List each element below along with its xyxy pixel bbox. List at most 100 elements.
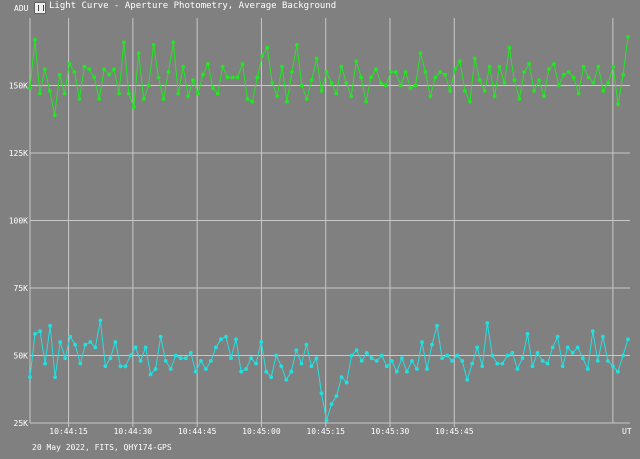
series-1-point: [379, 353, 384, 358]
series-0-point: [482, 89, 487, 93]
series-0-point: [502, 80, 507, 85]
series-0-point: [458, 59, 462, 64]
series-1-point: [344, 380, 349, 385]
series-1-point: [389, 359, 394, 363]
series-1-point: [555, 334, 560, 339]
series-0-point: [354, 59, 359, 64]
series-1-point: [274, 353, 279, 358]
series-0-point: [82, 64, 87, 69]
series-1-point: [259, 340, 264, 344]
series-0-point: [126, 91, 131, 96]
series-1-point: [485, 321, 490, 325]
series-0-point: [507, 45, 512, 50]
series-0-point: [304, 97, 309, 101]
app-logo-icon[interactable]: [34, 2, 46, 14]
series-1-point: [405, 369, 409, 374]
x-axis-label: UT: [622, 427, 632, 436]
series-1-point: [510, 350, 515, 355]
series-0-point: [403, 70, 408, 74]
series-1-point: [294, 348, 299, 352]
y-axis-label: ADU: [14, 4, 29, 13]
series-1-point: [585, 367, 590, 371]
series-1-point: [269, 375, 274, 379]
series-0-point: [191, 78, 196, 82]
series-1-point: [254, 361, 258, 366]
series-1-point: [88, 340, 93, 344]
series-1-point: [540, 359, 545, 363]
series-1-point: [525, 332, 530, 336]
series-1-point: [460, 359, 465, 363]
series-0-point: [517, 97, 522, 101]
x-tick-label: 10:45:00: [242, 427, 281, 436]
x-tick-label: 10:44:15: [49, 427, 88, 436]
series-0-point: [230, 75, 235, 80]
series-0-point: [626, 35, 630, 39]
series-0-point: [176, 91, 181, 96]
series-0-point: [47, 89, 52, 93]
series-0-point: [591, 80, 596, 85]
series-1-point: [309, 364, 314, 369]
series-0-point: [186, 94, 191, 99]
series-1-point: [118, 364, 123, 369]
series-1-point: [188, 350, 193, 355]
series-0-point: [309, 78, 314, 82]
series-0-point: [77, 97, 82, 101]
series-0-point: [621, 72, 625, 77]
series-1-point: [219, 337, 223, 342]
series-1-point: [500, 361, 505, 366]
series-0-point: [379, 80, 383, 85]
series-1-point: [480, 364, 485, 369]
series-1-point: [435, 323, 439, 328]
series-1-point: [193, 369, 198, 374]
series-0-point: [512, 78, 517, 82]
series-0-point: [146, 83, 151, 88]
y-tick-label: 125K: [9, 149, 28, 158]
series-0-point: [42, 67, 47, 72]
series-1-point: [148, 372, 153, 377]
series-1-point: [128, 353, 133, 358]
series-1-point: [58, 340, 63, 344]
series-0-point: [102, 67, 106, 72]
series-0-point: [532, 89, 536, 93]
series-0-point: [181, 64, 186, 69]
series-0-point: [418, 51, 423, 55]
series-0-point: [413, 83, 418, 88]
series-1-point: [73, 342, 78, 347]
series-1-point: [440, 356, 444, 361]
series-1-point: [168, 367, 173, 371]
series-0-point: [349, 94, 354, 99]
series-1-point: [138, 359, 143, 363]
series-1-point: [229, 356, 233, 361]
series-0-point: [280, 64, 284, 69]
series-1-point: [183, 356, 188, 361]
series-1-point: [234, 337, 238, 342]
series-0-point: [537, 78, 541, 82]
series-1-point: [621, 353, 625, 358]
x-tick-label: 10:44:30: [114, 427, 153, 436]
series-0-point: [255, 75, 260, 80]
series-0-point: [166, 70, 171, 74]
series-1-point: [560, 364, 565, 369]
series-1-point: [565, 345, 570, 350]
series-0-point: [57, 72, 62, 77]
series-1-point: [163, 359, 168, 363]
series-0-point: [423, 70, 428, 74]
series-1-point: [349, 353, 354, 358]
series-1-point: [239, 369, 244, 374]
series-0-point: [433, 75, 438, 80]
series-0-point: [576, 91, 581, 96]
series-0-point: [141, 97, 146, 101]
series-0-point: [477, 78, 482, 82]
x-tick-label: 10:44:45: [178, 427, 217, 436]
series-0-point: [72, 70, 77, 74]
series-1-point: [249, 356, 254, 361]
series-0-point: [250, 99, 255, 104]
series-1-point: [465, 377, 470, 382]
series-0-point: [364, 99, 368, 104]
y-tick-label: 100K: [9, 217, 28, 226]
series-0-point: [596, 64, 601, 69]
series-0-point: [275, 94, 279, 99]
series-0-point: [497, 64, 502, 69]
series-1-point: [364, 350, 369, 355]
series-1-point: [545, 361, 550, 366]
